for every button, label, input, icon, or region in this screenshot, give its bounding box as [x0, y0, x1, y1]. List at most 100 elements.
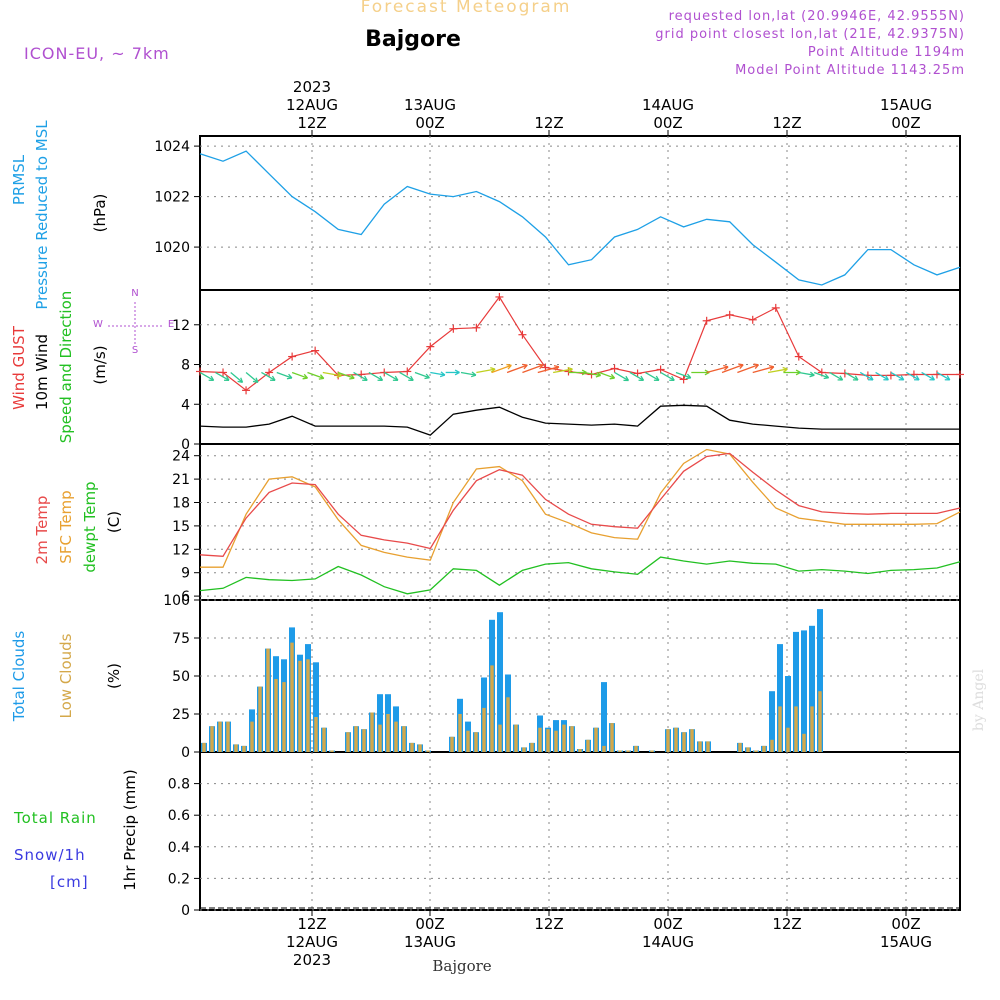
model-altitude: Model Point Altitude 1143.25m — [735, 63, 965, 78]
wind-arrow-head — [685, 377, 691, 380]
low-cloud-bar — [770, 739, 774, 752]
total-cloud-bar — [377, 694, 383, 752]
total-cloud-bar — [801, 630, 807, 752]
low-cloud-bar — [506, 697, 510, 752]
low-cloud-bar — [682, 732, 686, 752]
total-cloud-bar — [497, 612, 503, 752]
y-tick-label: 0.4 — [168, 840, 190, 856]
low-cloud-bar — [594, 727, 598, 752]
top-axis-label: 13AUG — [404, 96, 456, 114]
product-title: Forecast Meteogram — [360, 0, 572, 17]
wind-arrow-head — [738, 363, 744, 366]
low-cloud-bar — [482, 707, 486, 752]
low-cloud-bar — [386, 714, 390, 752]
low-cloud-bar — [634, 745, 638, 752]
wind-arrow-head — [724, 366, 729, 371]
wind-arrow-head — [610, 373, 616, 379]
wind-arrow-head — [410, 375, 414, 381]
wind-arrow-head — [723, 364, 729, 368]
wind-arrow-head — [255, 377, 259, 383]
total-cloud-bar — [601, 682, 607, 752]
wind-arrow — [414, 371, 430, 379]
wind-arrow — [798, 371, 815, 376]
pressure-line — [199, 150, 961, 286]
low-cloud-bar — [778, 706, 782, 752]
wind-arrow-head — [809, 374, 815, 378]
wind-arrow-head — [553, 365, 560, 368]
wind-arrow — [476, 368, 496, 374]
wind-arrow — [353, 371, 368, 381]
low-cloud-bar — [666, 729, 670, 752]
wind-arrow-head — [568, 368, 573, 373]
low-cloud-bar — [498, 724, 502, 752]
total-cloud-bar — [785, 676, 791, 752]
low-cloud-bar — [290, 642, 294, 752]
low-cloud-bar — [738, 742, 742, 752]
low-cloud-bar — [746, 747, 750, 752]
top-axis-label: 12Z — [772, 114, 801, 132]
low-cloud-bar — [690, 729, 694, 752]
low-cloud-bar — [674, 727, 678, 752]
wind-arrow — [322, 371, 342, 377]
low-cloud-bar — [706, 741, 710, 752]
wind-arrow-head — [537, 363, 544, 366]
y-tick-label: 0 — [181, 437, 190, 453]
low-cloud-bar — [410, 742, 414, 752]
wind-arrow — [844, 371, 859, 381]
requested-coords: requested lon,lat (20.9946E, 42.9555N) — [668, 9, 965, 24]
wind-arrow-head — [824, 373, 830, 379]
wind-arrow-head — [379, 375, 384, 381]
wind-arrow — [307, 371, 325, 380]
low-cloud-bar — [570, 726, 574, 752]
wind-arrow-head — [425, 373, 430, 379]
total-cloud-bar — [769, 691, 775, 752]
low-cloud-bar — [354, 726, 358, 752]
wind-arrow — [875, 371, 889, 381]
wind-arrow-head — [885, 375, 889, 381]
low-cloud-bar — [450, 736, 454, 752]
wind-arrow-head — [946, 375, 951, 381]
y-tick-label: 15 — [172, 519, 190, 535]
wind-arrow-head — [686, 373, 692, 379]
top-axis-label: 00Z — [891, 114, 920, 132]
low-cloud-bar — [274, 679, 278, 752]
wind-arrow-head — [539, 364, 544, 370]
y-tick-label: 25 — [172, 707, 190, 723]
wind-arrow — [890, 371, 905, 381]
wind-arrow — [752, 366, 774, 374]
low-cloud-bar — [474, 732, 478, 752]
wind-arrow-head — [625, 375, 630, 381]
wind-arrow-head — [210, 375, 215, 381]
y-tick-label: 18 — [172, 496, 190, 512]
bottom-axis-label: 15AUG — [880, 933, 932, 951]
wind-arrow-head — [768, 365, 774, 368]
wind-arrow — [936, 371, 951, 381]
wind-arrow — [675, 371, 691, 379]
sfc-temp-line — [200, 448, 961, 568]
y-tick-label: 1024 — [154, 139, 190, 155]
wind-arrow-head — [471, 371, 477, 376]
low-cloud-bar — [218, 721, 222, 752]
y-tick-label: 1022 — [154, 190, 190, 206]
low-cloud-bar — [378, 724, 382, 752]
wind-arrow-head — [595, 374, 601, 378]
wind-arrow — [261, 371, 276, 381]
low-cloud-bar — [346, 732, 350, 752]
wind-arrow — [430, 371, 445, 376]
wind-arrow-head — [470, 374, 477, 378]
low-cloud-bar — [602, 745, 606, 752]
wind-arrow-head — [349, 377, 355, 380]
wind-arrow-head — [240, 377, 244, 383]
wind-arrow-head — [809, 371, 815, 376]
compass-n: N — [131, 288, 139, 299]
wind-arrow-head — [783, 368, 788, 373]
wind-arrow-head — [439, 374, 446, 378]
wind-arrow-head — [490, 366, 496, 370]
wind-arrow-head — [424, 377, 430, 380]
low-cloud-bar — [250, 721, 254, 752]
wind-arrow — [506, 364, 528, 374]
wind-arrow-head — [640, 375, 645, 381]
low-cloud-bar — [802, 733, 806, 752]
low-cloud-bar — [298, 660, 302, 752]
wind-arrow — [553, 368, 573, 374]
